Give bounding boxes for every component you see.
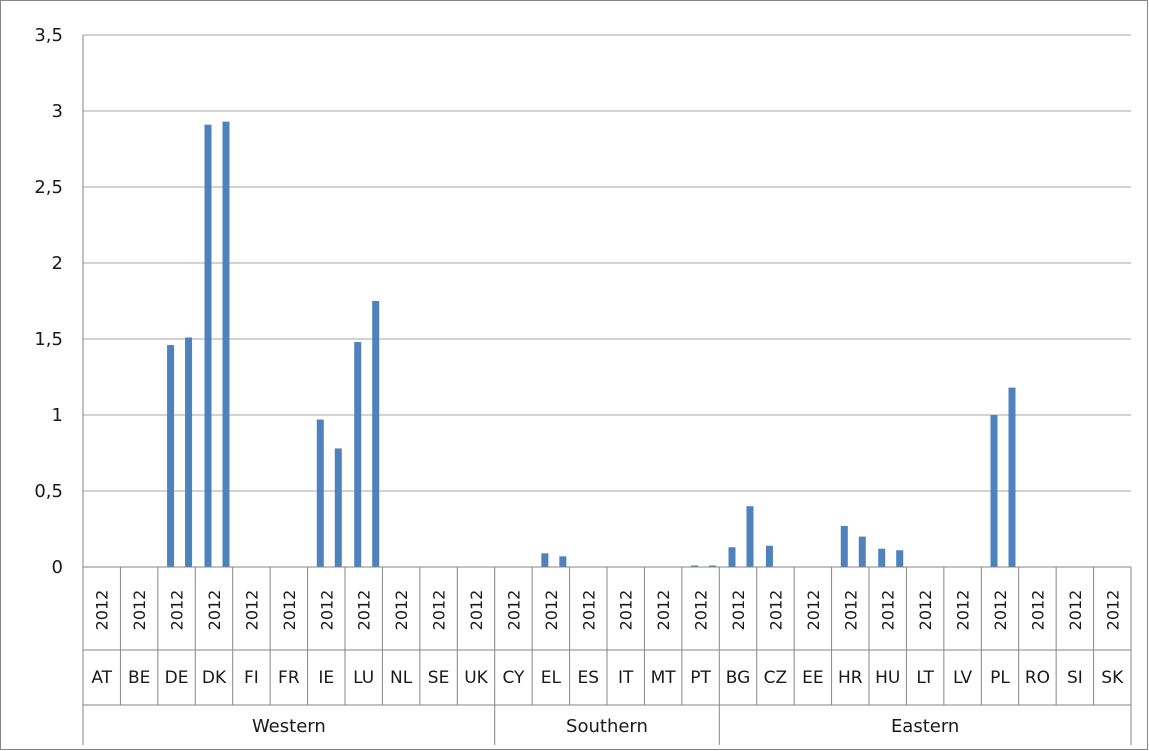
x-year-label: 2012	[467, 590, 486, 631]
x-year-label: 2012	[280, 590, 299, 631]
x-year-label: 2012	[242, 590, 261, 631]
y-tick-label: 0,5	[34, 481, 63, 502]
y-tick-label: 1	[52, 405, 63, 426]
bar	[354, 342, 362, 567]
bar	[185, 337, 193, 567]
bar	[728, 547, 736, 567]
y-tick-label: 1,5	[34, 329, 63, 350]
x-category-label: UK	[464, 668, 488, 688]
x-category-label: LT	[916, 668, 934, 688]
bar	[1008, 387, 1016, 567]
x-group-label: Western	[252, 716, 326, 737]
x-category-label: DE	[165, 668, 189, 688]
bar	[990, 415, 998, 567]
x-category-label: CZ	[764, 668, 788, 688]
x-category-label: MT	[651, 668, 677, 688]
y-axis-tick-labels: 0 0,5 1 1,5 2 2,5 3 3,5	[34, 25, 63, 578]
x-year-label: 2012	[130, 590, 149, 631]
x-year-label: 2012	[617, 590, 636, 631]
x-year-label: 2012	[430, 590, 449, 631]
bar	[204, 124, 212, 568]
x-category-label: BE	[128, 668, 150, 688]
x-category-label: HR	[838, 668, 863, 688]
x-category-label: AT	[91, 668, 112, 688]
y-tick-label: 2,5	[34, 177, 63, 198]
bar	[878, 548, 886, 567]
x-category-label: SE	[428, 668, 450, 688]
x-year-label: 2012	[93, 590, 112, 631]
x-category-label: BG	[726, 668, 751, 688]
y-tick-label: 3,5	[34, 25, 63, 46]
x-year-label: 2012	[916, 590, 935, 631]
x-year-label: 2012	[542, 590, 561, 631]
x-year-label: 2012	[954, 590, 973, 631]
x-category-label: IE	[318, 668, 334, 688]
x-category-label: DK	[202, 668, 227, 688]
x-category-label: PL	[990, 668, 1010, 688]
bar	[896, 550, 904, 567]
x-category-label: SI	[1067, 668, 1083, 688]
bar	[709, 565, 717, 567]
bar	[746, 506, 754, 567]
x-axis-table: 2012 AT 2012 BE 2012 DE 2012 DK 2012 FI 2012 FR 2012…	[82, 566, 1132, 745]
y-tick-label: 3	[52, 101, 63, 122]
x-year-label: 2012	[168, 590, 187, 631]
x-year-label: 2012	[991, 590, 1010, 631]
x-category-label: NL	[390, 668, 413, 688]
x-category-label: PT	[690, 668, 711, 688]
x-category-label: LU	[353, 668, 374, 688]
x-category-label: LV	[953, 668, 973, 688]
bar	[316, 419, 324, 567]
y-tick-label: 2	[52, 253, 63, 274]
bar	[167, 345, 175, 567]
bar	[765, 545, 773, 567]
x-category-label: EL	[541, 668, 562, 688]
bar	[334, 448, 342, 567]
x-year-label: 2012	[1028, 590, 1047, 631]
x-year-label: 2012	[392, 590, 411, 631]
bar	[840, 525, 848, 567]
x-category-label: FR	[278, 668, 300, 688]
bar	[858, 536, 866, 567]
x-year-label: 2012	[504, 590, 523, 631]
bar	[559, 556, 567, 567]
x-category-label: RO	[1025, 668, 1050, 688]
bars	[167, 121, 1016, 568]
x-year-label: 2012	[841, 590, 860, 631]
x-group-label: Southern	[566, 716, 648, 737]
x-year-label: 2012	[317, 590, 336, 631]
x-year-label: 2012	[1066, 590, 1085, 631]
x-year-label: 2012	[355, 590, 374, 631]
x-year-label: 2012	[804, 590, 823, 631]
x-category-label: CY	[502, 668, 525, 688]
x-category-label: FI	[244, 668, 259, 688]
y-tick-label: 0	[52, 557, 63, 578]
x-year-label: 2012	[879, 590, 898, 631]
bar	[372, 301, 380, 567]
bar	[691, 565, 699, 567]
x-category-label: EE	[802, 668, 823, 688]
x-category-label: SK	[1101, 668, 1124, 688]
x-year-label: 2012	[729, 590, 748, 631]
x-group-label: Eastern	[891, 716, 959, 737]
x-year-label: 2012	[1103, 590, 1122, 631]
x-year-label: 2012	[205, 590, 224, 631]
gridlines	[82, 34, 1131, 567]
x-year-label: 2012	[654, 590, 673, 631]
x-category-label: HU	[875, 668, 900, 688]
x-category-label: ES	[578, 668, 600, 688]
bar	[541, 553, 549, 567]
x-year-label: 2012	[579, 590, 598, 631]
bar	[222, 121, 230, 567]
x-category-label: IT	[618, 668, 634, 688]
x-year-label: 2012	[692, 590, 711, 631]
x-year-label: 2012	[766, 590, 785, 631]
